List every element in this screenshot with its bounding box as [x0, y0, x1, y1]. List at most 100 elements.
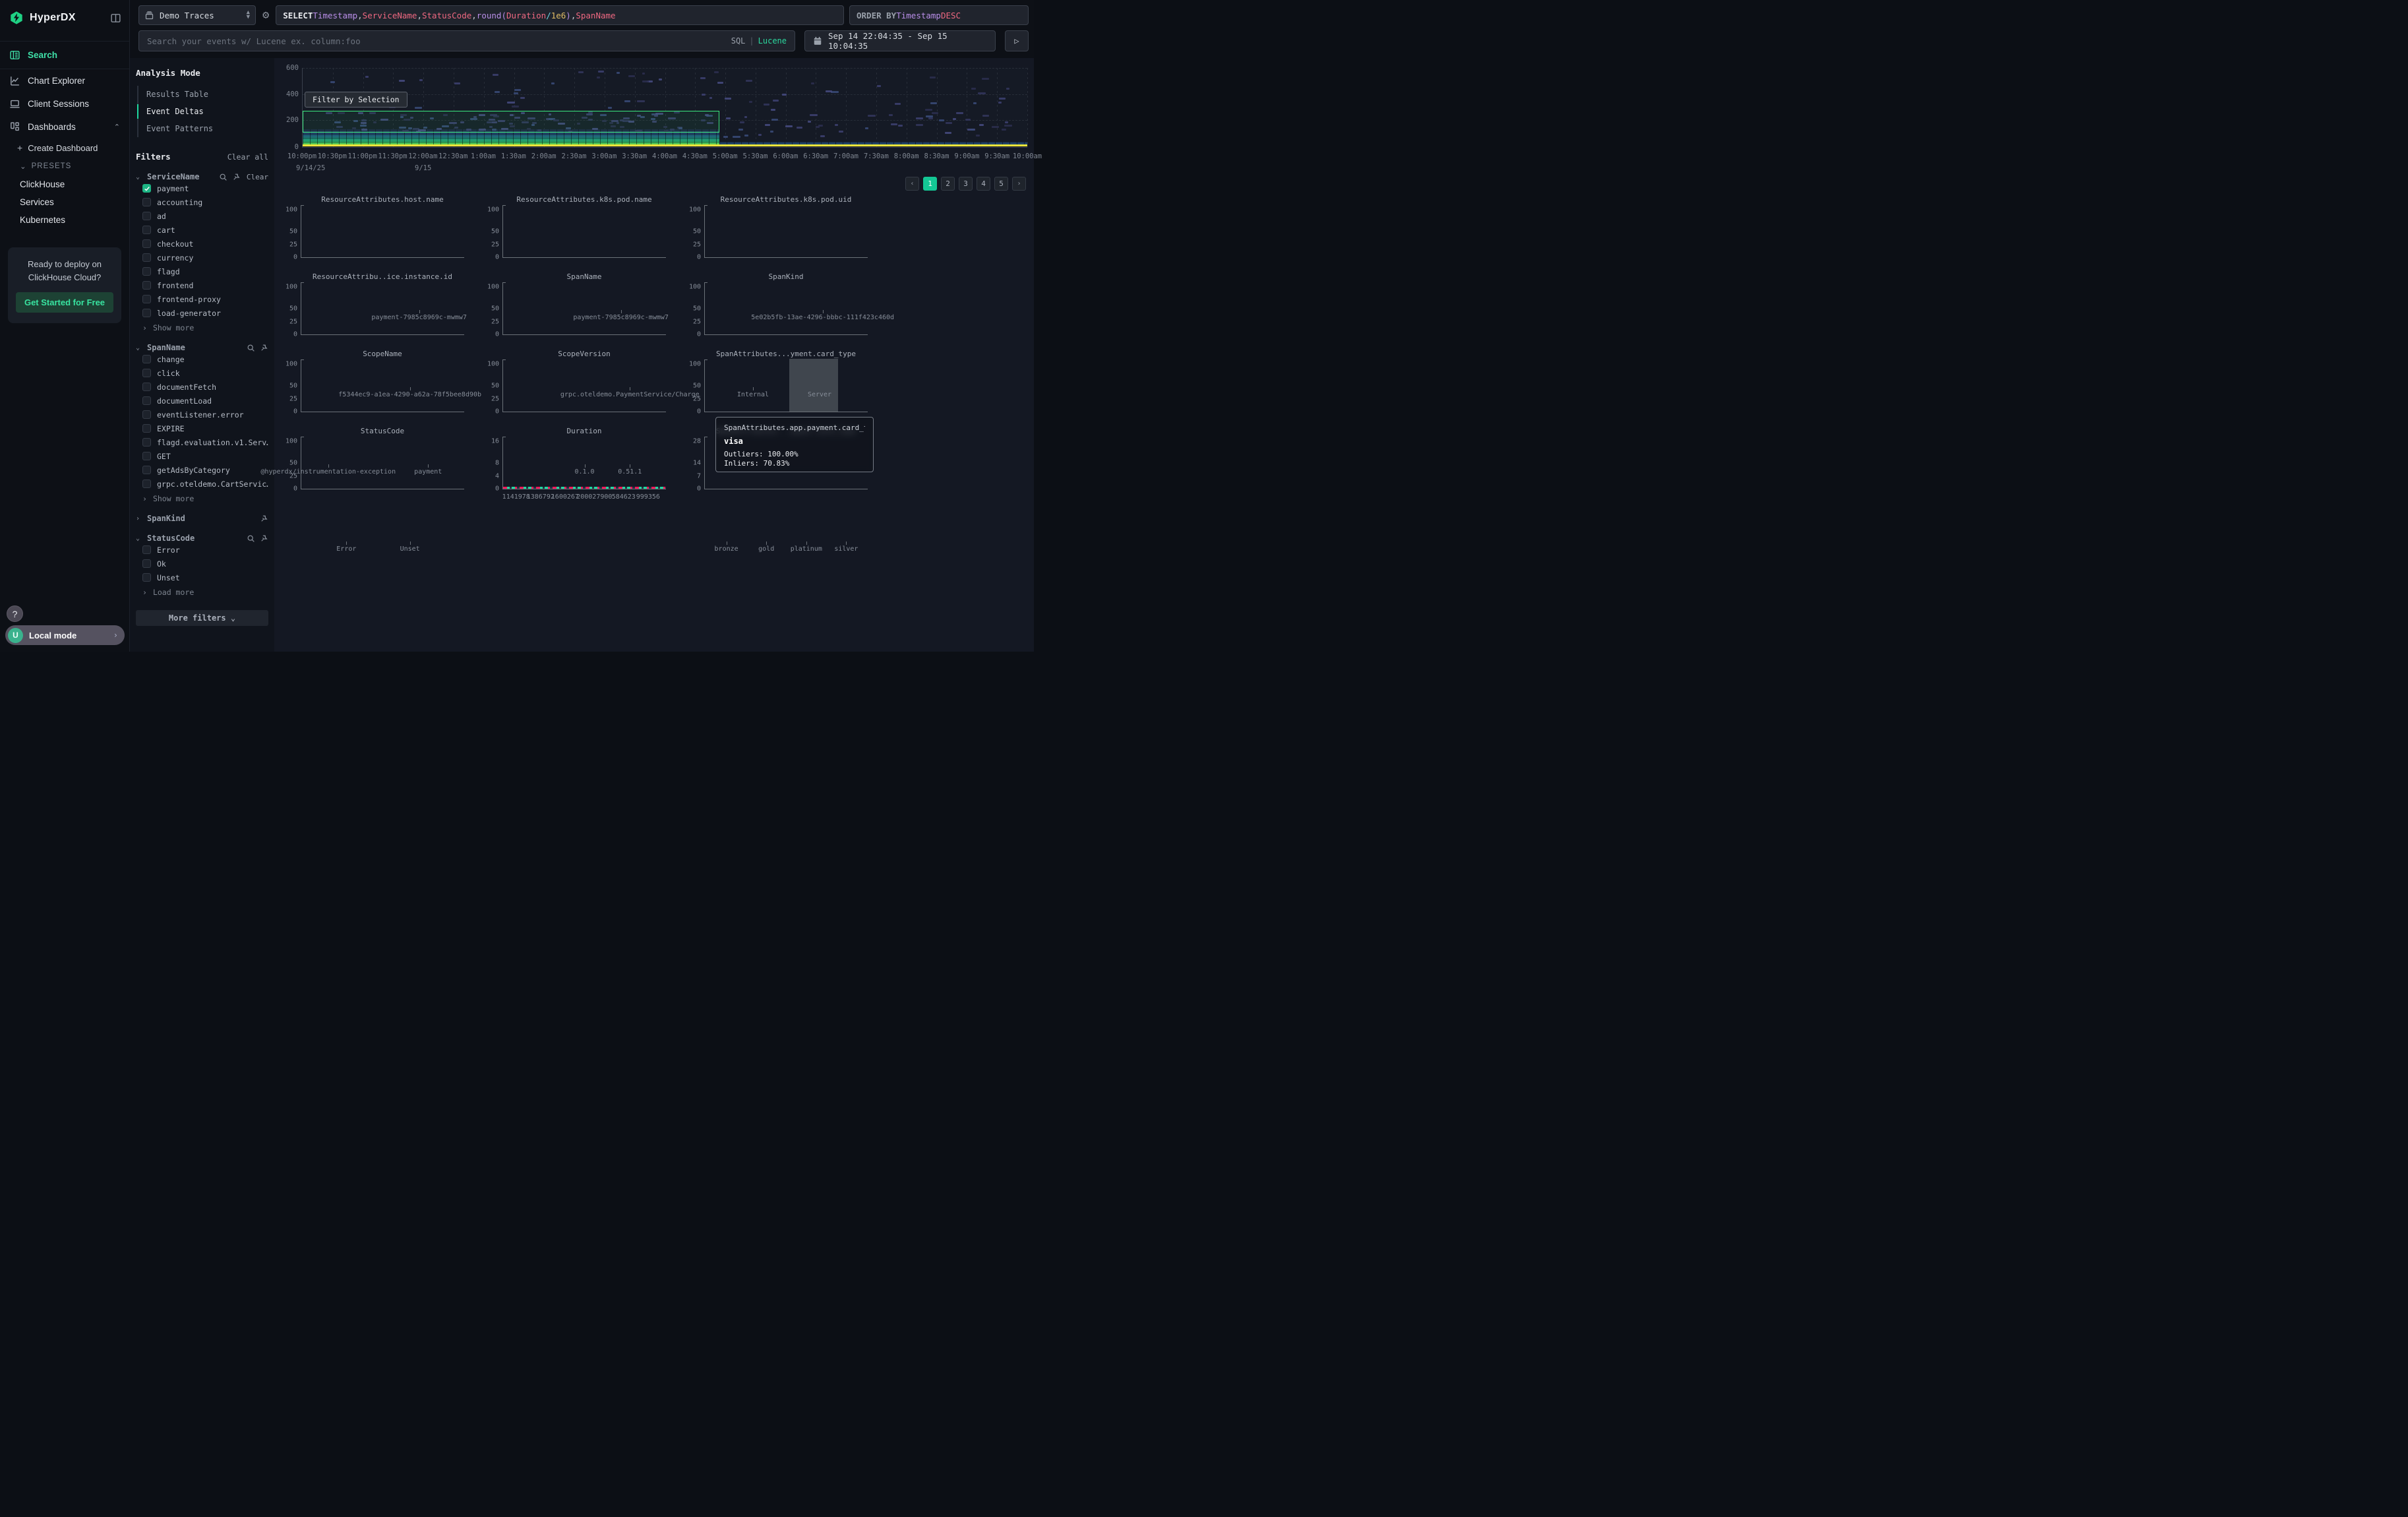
pagination-page-5[interactable]: 5 [994, 177, 1008, 191]
filter-group-clear-button[interactable]: Clear [246, 172, 268, 181]
clear-all-button[interactable]: Clear all [227, 152, 268, 162]
checkbox-icon[interactable] [142, 452, 151, 460]
checkbox-icon[interactable] [142, 383, 151, 391]
checkbox-icon[interactable] [142, 226, 151, 234]
chart-plot[interactable]: 100 50 25 0 5e02b5fb-13ae-4296-bbbc-111f423c… [689, 205, 894, 321]
filter-checkbox-row[interactable]: documentLoad [136, 394, 268, 408]
filter-group-name[interactable]: ServiceName [147, 172, 200, 181]
filter-checkbox-row[interactable]: Unset [136, 571, 268, 584]
filter-checkbox-row[interactable]: ad [136, 209, 268, 223]
checkbox-icon[interactable] [142, 239, 151, 248]
chart-plot[interactable]: 100 50 25 0 payment-7985c8969c-mwmw7 [487, 205, 669, 321]
help-button[interactable]: ? [7, 605, 23, 622]
search-input[interactable]: Search your events w/ Lucene ex. column:… [138, 30, 795, 51]
chart-plot[interactable]: 100 50 25 0 @hyperdx/instrumentation-excepti… [260, 359, 464, 476]
pin-icon[interactable] [260, 514, 268, 523]
checkbox-icon[interactable] [142, 198, 151, 206]
filter-checkbox-row[interactable]: frontend [136, 278, 268, 292]
checkbox-icon[interactable] [142, 212, 151, 220]
analysis-mode-results-table[interactable]: Results Table [146, 90, 208, 99]
pin-icon[interactable] [260, 534, 268, 543]
filter-checkbox-row[interactable]: grpc.oteldemo.CartServic… [136, 477, 268, 491]
chevron-down-icon[interactable]: ⌄ [136, 534, 140, 542]
pagination-prev-button[interactable]: ‹ [905, 177, 919, 191]
search-icon[interactable] [247, 534, 255, 543]
filter-checkbox-row[interactable]: checkout [136, 237, 268, 251]
chart-plot[interactable]: 100 50 25 0 Error Unset [286, 437, 464, 553]
show-more-button[interactable]: › Load more [136, 584, 268, 597]
source-select[interactable]: Demo Traces ▲ ▼ [138, 5, 256, 25]
filter-checkbox-row[interactable]: Error [136, 543, 268, 557]
chart-plot[interactable]: 100 50 25 0 f5344ec9-a1ea-4290-a62a-78f5bee8… [286, 282, 481, 398]
filter-checkbox-row[interactable]: EXPIRE [136, 421, 268, 435]
filter-by-selection-button[interactable]: Filter by Selection [305, 92, 407, 108]
filter-checkbox-row[interactable]: GET [136, 449, 268, 463]
filter-checkbox-row[interactable]: eventListener.error [136, 408, 268, 421]
pagination-page-1[interactable]: 1 [923, 177, 937, 191]
filter-group-name[interactable]: SpanName [147, 343, 185, 352]
filter-checkbox-row[interactable]: accounting [136, 195, 268, 209]
checkbox-icon[interactable] [142, 410, 151, 419]
sidebar-preset-kubernetes[interactable]: Kubernetes [20, 215, 66, 225]
lang-lucene-option[interactable]: Lucene [758, 36, 787, 46]
order-by-input[interactable]: ORDER BY Timestamp DESC [849, 5, 1029, 25]
sidebar-collapse-icon[interactable] [110, 13, 121, 24]
chevron-down-icon[interactable]: ⌄ [136, 173, 140, 181]
pagination-next-button[interactable]: › [1012, 177, 1026, 191]
pagination-page-2[interactable]: 2 [941, 177, 955, 191]
chart-plot[interactable]: 100 50 25 0 Internal Server [689, 282, 868, 398]
filter-group-name[interactable]: StatusCode [147, 534, 195, 543]
events-heatmap[interactable]: 600 400 200 0 Filter by Selection [286, 64, 1028, 151]
checkbox-icon[interactable] [142, 369, 151, 377]
sql-select-input[interactable]: SELECT Timestamp, ServiceName, StatusCod… [276, 5, 844, 25]
pin-icon[interactable] [260, 344, 268, 352]
checkbox-icon[interactable] [142, 438, 151, 447]
get-started-button[interactable]: Get Started for Free [16, 292, 113, 313]
checkbox-icon[interactable] [142, 281, 151, 290]
filter-checkbox-row[interactable]: flagd [136, 264, 268, 278]
pagination-page-4[interactable]: 4 [977, 177, 990, 191]
checkbox-icon[interactable] [142, 253, 151, 262]
date-range-picker[interactable]: Sep 14 22:04:35 - Sep 15 10:04:35 [804, 30, 996, 51]
filter-checkbox-row[interactable]: cart [136, 223, 268, 237]
user-menu[interactable]: U Local mode › [5, 625, 125, 645]
show-more-button[interactable]: › Show more [136, 320, 268, 332]
checkbox-icon[interactable] [142, 267, 151, 276]
sidebar-item-client-sessions[interactable]: Client Sessions [0, 92, 129, 115]
filter-checkbox-row[interactable]: currency [136, 251, 268, 264]
chart-plot[interactable]: 28 14 7 0 bronze gold platinum silver [693, 437, 868, 553]
checkbox-icon[interactable] [142, 573, 151, 582]
lang-sql-option[interactable]: SQL [731, 36, 746, 46]
chart-plot[interactable]: 100 50 25 0 grpc.oteldemo.PaymentService/Cha… [487, 282, 700, 398]
filter-checkbox-row[interactable]: change [136, 352, 268, 366]
filter-checkbox-row[interactable]: getAdsByCategory [136, 463, 268, 477]
filter-checkbox-row[interactable]: Ok [136, 557, 268, 571]
heatmap-selection-box[interactable] [303, 111, 719, 133]
checkbox-icon[interactable] [142, 480, 151, 488]
checkbox-icon[interactable] [142, 545, 151, 554]
pagination-page-3[interactable]: 3 [959, 177, 973, 191]
filter-checkbox-row[interactable]: load-generator [136, 306, 268, 320]
checkbox-icon[interactable] [142, 559, 151, 568]
analysis-mode-event-patterns[interactable]: Event Patterns [146, 124, 214, 133]
checkbox-icon[interactable] [142, 355, 151, 363]
filter-checkbox-row[interactable]: payment [136, 181, 268, 195]
gear-icon[interactable]: ⚙ [262, 9, 270, 22]
filter-checkbox-row[interactable]: frontend-proxy [136, 292, 268, 306]
chart-plot[interactable]: 100 50 25 0 0.1.0 0.51.1 [487, 359, 666, 476]
checkbox-icon[interactable] [142, 309, 151, 317]
chart-plot[interactable]: 100 50 25 0 payment-7985c8969c-mwmw7 [286, 205, 467, 321]
pin-icon[interactable] [232, 173, 241, 181]
checkbox-icon[interactable] [142, 466, 151, 474]
checkbox-icon[interactable] [142, 396, 151, 405]
filter-group-name[interactable]: SpanKind [147, 514, 185, 523]
chart-plot[interactable]: 100 50 25 0 [689, 359, 868, 416]
search-icon[interactable] [247, 344, 255, 352]
sidebar-preset-clickhouse[interactable]: ClickHouse [20, 179, 65, 189]
chevron-down-icon[interactable]: ⌄ [136, 344, 140, 352]
sidebar-item-chart-explorer[interactable]: Chart Explorer [0, 69, 129, 92]
sidebar-preset-services[interactable]: Services [20, 197, 54, 207]
filter-checkbox-row[interactable]: flagd.evaluation.v1.Serv… [136, 435, 268, 449]
search-icon[interactable] [219, 173, 227, 181]
chart-plot[interactable]: 16 8 4 0 1141978 1386792 1600267 200027900 58462… [491, 437, 666, 501]
